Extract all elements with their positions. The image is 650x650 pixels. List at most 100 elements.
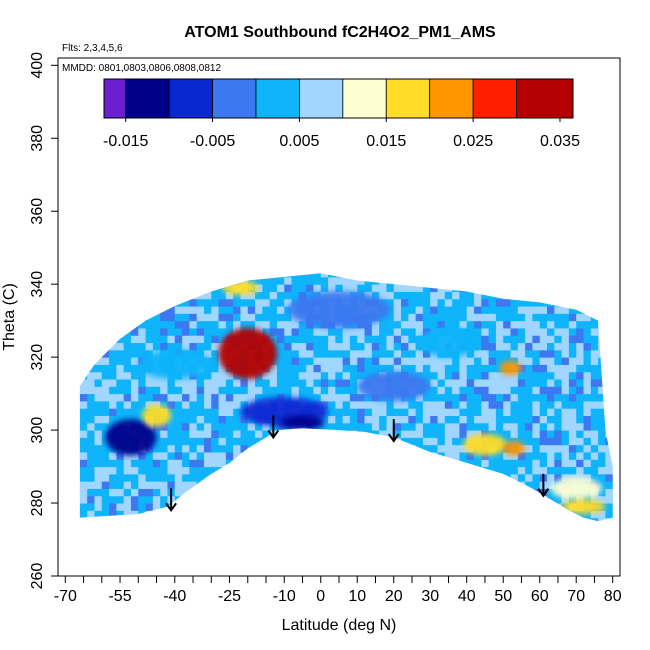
field-cell — [605, 320, 613, 329]
field-cell — [379, 510, 387, 519]
field-cell — [517, 335, 526, 344]
field-cell — [349, 481, 358, 489]
field-cell — [218, 291, 227, 300]
field-cell — [240, 298, 249, 307]
field-cell — [79, 481, 81, 489]
field-cell — [284, 466, 293, 475]
field-cell — [488, 284, 497, 292]
field-cell — [320, 342, 329, 351]
field-cell — [203, 313, 212, 322]
field-cell — [539, 517, 548, 522]
field-cell — [554, 408, 563, 416]
field-cell — [561, 459, 570, 468]
field-cell — [583, 459, 592, 468]
field-cell — [561, 451, 570, 460]
field-cell — [401, 320, 409, 329]
field-cell — [284, 473, 293, 482]
field-cell — [174, 284, 183, 292]
field-cell — [196, 320, 205, 329]
field-cell — [335, 495, 344, 504]
field-cell — [211, 327, 220, 336]
field-cell — [525, 495, 533, 504]
field-cell — [87, 503, 95, 511]
field-cell — [306, 276, 314, 285]
field-cell — [130, 349, 139, 358]
field-cell — [313, 510, 322, 519]
field-cell — [598, 349, 606, 358]
field-cell — [247, 437, 256, 446]
field-cell — [488, 422, 497, 431]
field-cell — [167, 481, 176, 489]
field-cell — [233, 393, 241, 402]
field-cell — [196, 379, 205, 387]
field-cell — [233, 430, 241, 438]
field-cell — [503, 371, 512, 380]
field-cell — [196, 386, 205, 395]
field-cell — [94, 273, 103, 278]
field-cell — [401, 466, 409, 475]
field-cell — [167, 459, 176, 468]
field-cell — [240, 517, 249, 522]
field-cell — [408, 415, 417, 424]
field-cell — [116, 488, 125, 497]
field-cell — [189, 517, 198, 522]
field-cell — [298, 466, 307, 475]
field-cell — [357, 335, 366, 344]
field-cell — [503, 386, 512, 395]
field-cell — [561, 273, 570, 278]
field-cell — [276, 298, 285, 307]
field-cell — [313, 437, 322, 446]
field-cell — [503, 379, 512, 387]
field-cell — [203, 400, 212, 409]
field-cell — [495, 327, 504, 336]
field-cell — [547, 481, 555, 489]
field-cell — [466, 517, 475, 522]
field-cell — [233, 386, 241, 395]
field-cell — [262, 451, 271, 460]
field-cell — [174, 400, 183, 409]
field-cell — [276, 364, 285, 373]
field-cell — [101, 444, 110, 453]
field-cell — [517, 459, 526, 468]
field-cell — [101, 459, 110, 468]
field-cell — [262, 437, 271, 446]
field-cell — [225, 444, 234, 453]
field-cell — [101, 306, 110, 314]
field-cell — [116, 276, 125, 285]
field-cell — [123, 451, 132, 460]
field-cell — [94, 306, 103, 314]
field-cell — [408, 298, 417, 307]
field-cell — [335, 349, 344, 358]
field-cell — [225, 451, 234, 460]
field-cell — [94, 291, 103, 300]
field-cell — [342, 473, 351, 482]
field-cell — [306, 451, 314, 460]
field-cell — [488, 415, 497, 424]
field-cell — [613, 481, 621, 489]
field-cell — [364, 364, 373, 373]
field-cell — [547, 451, 555, 460]
field-cell — [160, 517, 168, 522]
field-cell — [247, 273, 256, 278]
field-cell — [488, 342, 497, 351]
field-cell — [240, 495, 249, 504]
field-cell — [488, 400, 497, 409]
field-cell — [320, 393, 329, 402]
field-cell — [130, 510, 139, 519]
field-cell — [393, 481, 402, 489]
field-cell — [474, 276, 482, 285]
field-cell — [379, 349, 387, 358]
field-cell — [123, 503, 132, 511]
field-cell — [247, 422, 256, 431]
field-cell — [160, 459, 168, 468]
field-cell — [160, 481, 168, 489]
field-cell — [167, 444, 176, 453]
field-cell — [87, 393, 95, 402]
field-cell — [328, 342, 336, 351]
field-cell — [138, 306, 147, 314]
field-cell — [452, 371, 460, 380]
field-cell — [101, 320, 110, 329]
field-cell — [481, 313, 490, 322]
field-cell — [298, 349, 307, 358]
field-cell — [357, 422, 366, 431]
